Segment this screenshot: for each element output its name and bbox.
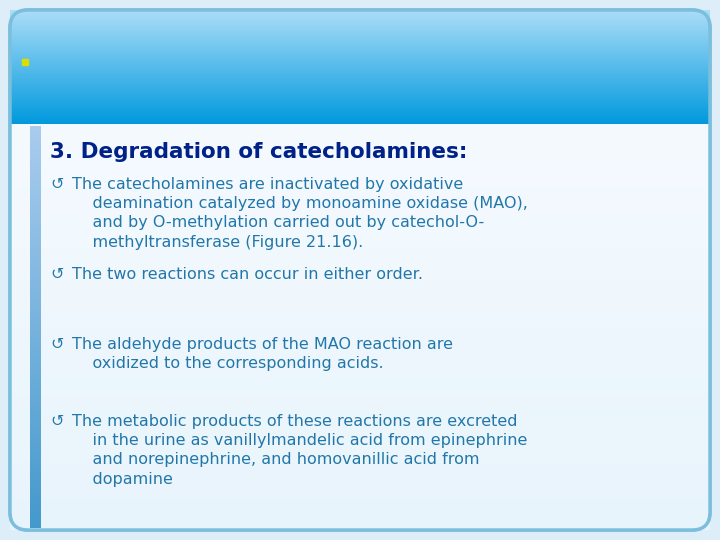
Text: ↺: ↺	[50, 337, 63, 352]
Text: ↺: ↺	[50, 414, 63, 429]
Text: The aldehyde products of the MAO reaction are
    oxidized to the corresponding : The aldehyde products of the MAO reactio…	[72, 337, 453, 371]
Text: The two reactions can occur in either order.: The two reactions can occur in either or…	[72, 267, 423, 282]
Text: The metabolic products of these reactions are excreted
    in the urine as vanil: The metabolic products of these reaction…	[72, 414, 527, 487]
Text: 3. Degradation of catecholamines:: 3. Degradation of catecholamines:	[50, 142, 467, 162]
Text: ↺: ↺	[50, 177, 63, 192]
Text: ↺: ↺	[50, 267, 63, 282]
Text: The catecholamines are inactivated by oxidative
    deamination catalyzed by mon: The catecholamines are inactivated by ox…	[72, 177, 528, 249]
FancyBboxPatch shape	[10, 10, 710, 530]
